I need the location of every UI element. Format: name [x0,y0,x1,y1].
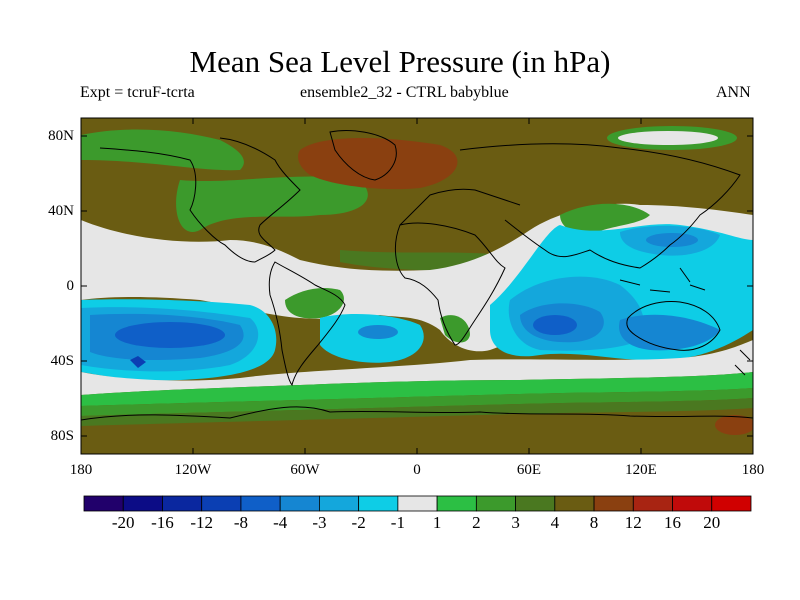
brown-patch-antarctic [715,415,753,435]
colorbar-swatch [240,495,281,512]
southern-neutral-band [81,340,753,395]
coast-antarctica [81,406,753,421]
lon-label-60e: 60E [516,462,542,478]
blue-south-atlantic [358,325,398,339]
colorbar-label: -2 [351,513,366,532]
lat-label-0: 0 [66,278,75,294]
colorbar-label: -12 [190,513,214,532]
coast-greenland [329,130,397,181]
lat-label-40n: 40N [48,203,74,219]
colorbar-label: -20 [111,513,135,532]
lon-label-0: 0 [413,462,421,478]
arctic-high [298,138,458,190]
colorbar-label: 12 [624,513,642,532]
green-patch-asia [560,203,650,235]
southern-green-belt [81,372,753,406]
coast-new-zealand [734,349,751,376]
season-label: ANN [716,84,751,101]
southern-green-belt-2 [81,388,753,416]
coast-australia [626,301,721,351]
coast-north-america [99,137,301,263]
arctic-white-core [618,131,718,145]
colorbar-swatch [319,495,360,512]
lat-label-40s: 40S [50,353,74,369]
coastlines [81,130,753,421]
lat-label-80s: 80S [50,428,74,444]
green-band-northwest [81,129,244,171]
colorbar-swatch [83,495,124,512]
colorbar-label: 8 [589,513,599,532]
colorbar-label: 2 [472,513,481,532]
colorbar-swatch [515,495,556,512]
axis-ticks [81,118,753,454]
colorbar-swatch [711,495,752,512]
colorbar-swatch [201,495,242,512]
lat-label-80n: 80N [48,128,74,144]
pressure-field [81,118,753,454]
colorbar-label: 3 [511,513,520,532]
ensemble-label: ensemble2_32 - CTRL babyblue [300,84,509,101]
colorbar-swatch [279,495,320,512]
colorbar-label: -1 [390,513,405,532]
experiment-label: Expt = tcruF-tcrta [80,84,195,101]
blue-indian-center [533,315,577,335]
lon-label-180-right: 180 [741,462,765,478]
lon-label-120e: 120E [625,462,657,478]
coast-southeast-asia-islands [619,267,706,293]
coast-asia [459,143,741,269]
green-patch-brazil [285,288,344,319]
coast-africa [394,222,506,346]
blue-australia [619,314,720,351]
lon-label-180-left: 180 [69,462,93,478]
colorbar-label: 20 [703,513,721,532]
colorbar-swatch [593,495,634,512]
map-title: Mean Sea Level Pressure (in hPa) [189,44,611,79]
colorbar-label: 16 [664,513,682,532]
blue-nw-pacific [646,233,698,247]
lon-label-120w: 120W [174,462,212,478]
colorbar-label: -4 [273,513,288,532]
colorbar-swatch [475,495,516,512]
colorbar-label: -3 [312,513,327,532]
colorbar-swatch [122,495,163,512]
colorbar-swatch [632,495,673,512]
colorbar-swatch [162,495,203,512]
coast-europe [399,188,521,226]
blue-south-pacific-core [115,322,225,348]
blue-south-pacific-small [130,356,146,368]
green-band-north-atlantic [176,176,368,232]
lon-label-60w: 60W [290,462,320,478]
coast-south-america [268,261,346,387]
colorbar-label: 4 [550,513,560,532]
colorbar-swatch [672,495,713,512]
colorbar-label: 1 [432,513,442,532]
colorbar-swatch [554,495,595,512]
colorbar-swatch [358,495,399,512]
green-patch-southern-africa [440,315,470,343]
colorbar [83,495,752,512]
colorbar-label: -8 [233,513,249,532]
colorbar-swatch [436,495,477,512]
colorbar-swatch [397,495,438,512]
colorbar-label: -16 [151,513,174,532]
